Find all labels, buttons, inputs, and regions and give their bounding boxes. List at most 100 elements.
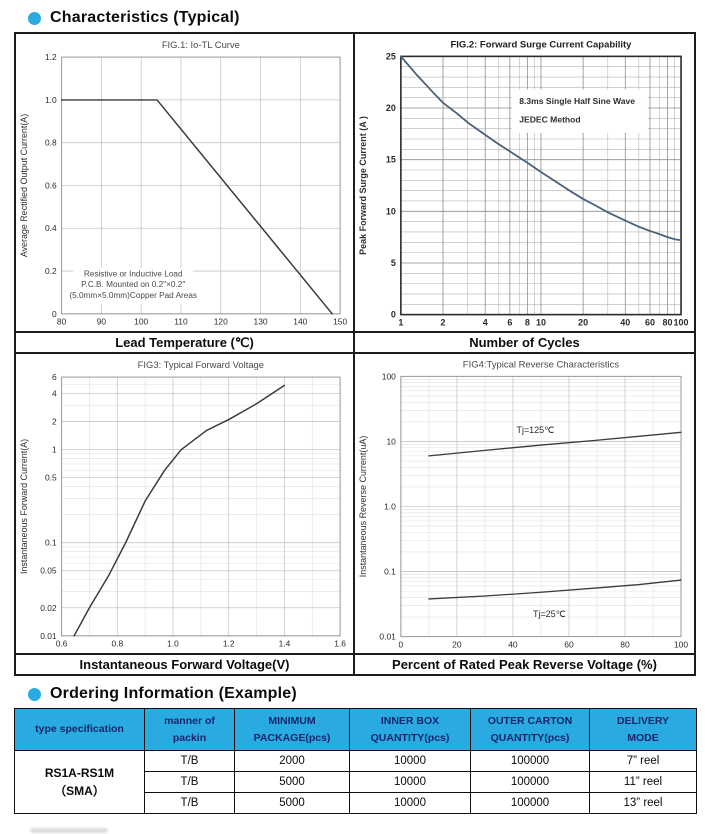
- svg-text:Resistive or Inductive Load: Resistive or Inductive Load: [84, 269, 183, 278]
- fig2-surge-chart: 1 2 4 6 8 10 20 40 60 80 100 0 5 10 15 20 25 FIG.2: Forwa…: [358, 39, 689, 328]
- svg-text:1.0: 1.0: [167, 639, 179, 649]
- cell-delivery-mode: 7” reel: [589, 750, 697, 772]
- section-bullet-icon: [28, 11, 41, 25]
- svg-text:1: 1: [52, 445, 57, 455]
- svg-text:FIG.1: Io-TL Curve: FIG.1: Io-TL Curve: [162, 39, 240, 50]
- characteristics-title: Characteristics (Typical): [50, 9, 240, 26]
- svg-text:1.4: 1.4: [279, 639, 291, 649]
- fig3-xaxis-label: Instantaneous Forward Voltage(V): [16, 653, 353, 674]
- cell-inner-box: 10000: [349, 792, 471, 814]
- ordering-section-header: Ordering Information (Example): [28, 685, 710, 703]
- svg-text:20: 20: [386, 103, 396, 113]
- svg-text:40: 40: [620, 318, 630, 328]
- svg-text:0.6: 0.6: [45, 180, 57, 190]
- cell-delivery-mode: 11” reel: [589, 771, 697, 793]
- svg-text:8: 8: [525, 318, 530, 328]
- svg-text:150: 150: [333, 317, 347, 327]
- cell-inner-box: 10000: [349, 771, 471, 793]
- fig3-forward-voltage-chart: 0.6 0.8 1.0 1.2 1.4 1.6 6 4 2 1 0.5 0.1 0.05 0.02 0.01…: [19, 359, 346, 649]
- characteristics-chart-grid: 80 90 100 110 120 130 140 150 0 0.2 0.4 0.6 0.8 1.0 1.…: [14, 32, 696, 676]
- cell-min-package: 5000: [234, 771, 350, 793]
- cell-min-package: 5000: [234, 792, 350, 814]
- svg-text:100: 100: [382, 371, 396, 381]
- svg-text:0.4: 0.4: [45, 223, 57, 233]
- cell-outer-carton: 100000: [470, 771, 590, 793]
- svg-text:0.02: 0.02: [40, 603, 57, 613]
- ordering-table: type specification manner of packin MINIM…: [14, 708, 697, 814]
- page-crop-artifact: [30, 828, 108, 833]
- fig1-io-tl-chart: 80 90 100 110 120 130 140 150 0 0.2 0.4 0.6 0.8 1.0 1.…: [19, 39, 348, 327]
- svg-text:2: 2: [441, 318, 446, 328]
- svg-text:80: 80: [662, 318, 672, 328]
- svg-text:0.8: 0.8: [45, 138, 57, 148]
- svg-text:60: 60: [564, 640, 574, 650]
- svg-text:FIG3: Typical Forward Voltage: FIG3: Typical Forward Voltage: [138, 359, 264, 370]
- svg-text:0.1: 0.1: [45, 538, 57, 548]
- svg-text:P.C.B. Mounted on 0.2"×0.2": P.C.B. Mounted on 0.2"×0.2": [81, 280, 185, 289]
- svg-text:140: 140: [293, 317, 307, 327]
- fig4-reverse-characteristics-chart: 0 20 40 60 80 100 100 10 1.0 0.1 0.01 FIG4:Typical …: [358, 359, 688, 650]
- cell-manner: T/B: [144, 750, 235, 772]
- svg-text:1.6: 1.6: [334, 639, 346, 649]
- svg-text:0.1: 0.1: [384, 567, 396, 577]
- svg-text:0: 0: [399, 640, 404, 650]
- fig2-xaxis-label: Number of Cycles: [355, 331, 694, 352]
- col-header-outer-carton-quantity: OUTER CARTON QUANTITY(pcs): [470, 708, 590, 751]
- svg-text:0: 0: [391, 310, 396, 320]
- svg-text:6: 6: [52, 372, 57, 382]
- svg-text:1.2: 1.2: [45, 52, 57, 62]
- svg-text:1.0: 1.0: [384, 501, 396, 511]
- cell-outer-carton: 100000: [470, 750, 590, 772]
- svg-text:4: 4: [483, 318, 488, 328]
- svg-text:80: 80: [57, 317, 67, 327]
- svg-text:0.5: 0.5: [45, 473, 57, 483]
- cell-min-package: 2000: [234, 750, 350, 772]
- cell-manner: T/B: [144, 771, 235, 793]
- svg-text:0.6: 0.6: [56, 639, 68, 649]
- fig1-panel: 80 90 100 110 120 130 140 150 0 0.2 0.4 0.6 0.8 1.0 1.…: [16, 34, 355, 354]
- fig3-panel: 0.6 0.8 1.0 1.2 1.4 1.6 6 4 2 1 0.5 0.1 0.05 0.02 0.01…: [16, 354, 355, 674]
- svg-text:120: 120: [214, 317, 228, 327]
- cell-inner-box: 10000: [349, 750, 471, 772]
- svg-text:Instantaneous Forward Current(: Instantaneous Forward Current(A): [19, 439, 29, 574]
- svg-text:60: 60: [645, 318, 655, 328]
- svg-text:20: 20: [578, 318, 588, 328]
- col-header-minimum-package: MINIMUM PACKAGE(pcs): [234, 708, 350, 751]
- characteristics-section-header: Characteristics (Typical): [28, 9, 710, 27]
- svg-text:Average Rectified Output Curre: Average Rectified Output Current(A): [19, 114, 29, 257]
- svg-text:JEDEC Method: JEDEC Method: [519, 114, 580, 124]
- svg-text:1: 1: [398, 318, 403, 328]
- svg-text:Peak Forward Surge Current (A: Peak Forward Surge Current (A ): [358, 116, 368, 255]
- section-bullet-icon: [28, 687, 41, 701]
- svg-text:80: 80: [620, 640, 630, 650]
- table-row: RS1A-RS1M （SMA） T/B 2000 10000 100000 7” …: [14, 750, 697, 814]
- svg-text:0: 0: [52, 309, 57, 319]
- svg-text:(5.0mm×5.0mm)Copper Pad Areas: (5.0mm×5.0mm)Copper Pad Areas: [69, 291, 197, 300]
- svg-text:FIG4:Typical Reverse Character: FIG4:Typical Reverse Characteristics: [463, 359, 620, 370]
- svg-text:0.8: 0.8: [111, 639, 123, 649]
- cell-manner: T/B: [144, 792, 235, 814]
- col-header-type-specification: type specification: [14, 708, 145, 751]
- svg-text:0.2: 0.2: [45, 266, 57, 276]
- cell-delivery-mode: 13” reel: [589, 792, 697, 814]
- svg-text:130: 130: [254, 317, 268, 327]
- table-row: T/B 5000 10000 100000 13” reel: [15, 792, 697, 814]
- fig4-xaxis-label: Percent of Rated Peak Reverse Voltage (%…: [355, 653, 694, 674]
- fig1-xaxis-label: Lead Temperature (℃): [16, 331, 353, 352]
- svg-text:6: 6: [507, 318, 512, 328]
- part-number-cell: RS1A-RS1M （SMA）: [14, 750, 145, 814]
- svg-text:Instantaneous Reverse Current(: Instantaneous Reverse Current(uA): [358, 436, 368, 578]
- svg-text:10: 10: [386, 206, 396, 216]
- svg-text:8.3ms Single Half Sine Wave: 8.3ms Single Half Sine Wave: [519, 96, 635, 106]
- svg-text:25: 25: [386, 51, 396, 61]
- svg-text:100: 100: [134, 317, 148, 327]
- svg-text:100: 100: [674, 640, 688, 650]
- svg-text:0.01: 0.01: [40, 631, 57, 641]
- svg-text:10: 10: [536, 318, 546, 328]
- svg-text:1.2: 1.2: [223, 639, 235, 649]
- fig4-panel: 0 20 40 60 80 100 100 10 1.0 0.1 0.01 FIG4:Typical …: [355, 354, 694, 674]
- ordering-table-header-row: type specification manner of packin MINIM…: [14, 708, 697, 751]
- cell-outer-carton: 100000: [470, 792, 590, 814]
- svg-text:5: 5: [391, 258, 396, 268]
